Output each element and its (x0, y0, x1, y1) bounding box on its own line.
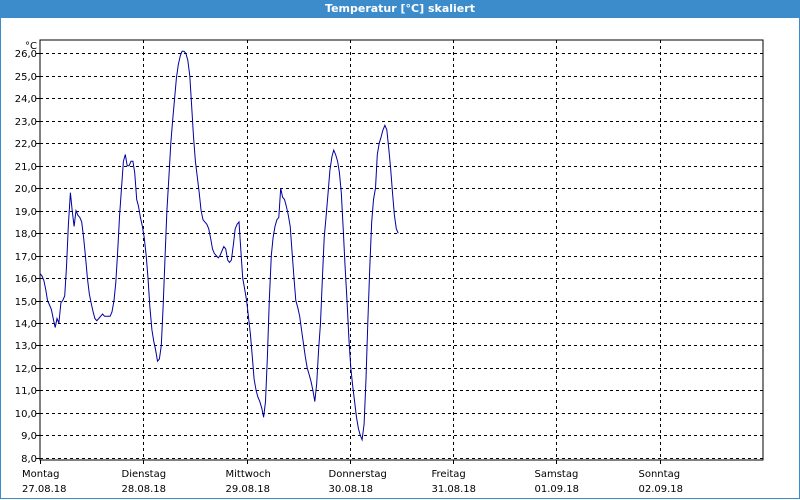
y-tick-label: 18,0 (15, 229, 37, 240)
x-tick-weekday: Donnerstag (329, 469, 387, 480)
y-tick-label: 20,0 (15, 184, 37, 195)
y-tick-label: 13,0 (15, 341, 37, 352)
x-tick-weekday: Freitag (432, 469, 466, 480)
y-tick-label: 21,0 (15, 162, 37, 173)
window-title: Temperatur [°C] skaliert (0, 0, 800, 18)
x-tick-date: 27.08.18 (22, 484, 67, 495)
y-tick-label: 22,0 (15, 139, 37, 150)
x-tick-date: 01.09.18 (535, 484, 580, 495)
temperature-line (39, 50, 399, 442)
x-tick-weekday: Mittwoch (226, 469, 271, 480)
x-tick-weekday: Montag (22, 469, 59, 480)
x-tick-weekday: Sonntag (639, 469, 681, 480)
y-tick-label: 17,0 (15, 252, 37, 263)
y-tick-label: 26,0 (15, 49, 37, 60)
y-tick-label: 8,0 (21, 454, 37, 465)
x-tick-date: 02.09.18 (639, 484, 684, 495)
x-tick-date: 30.08.18 (329, 484, 374, 495)
y-axis-ticks: 8,0 9,0 10,0 11,0 12,0 13,0 14,0 15,0 16,0 17,0 18… (15, 49, 40, 465)
y-tick-label: 12,0 (15, 364, 37, 375)
x-tick-date: 28.08.18 (122, 484, 167, 495)
x-tick-date: 31.08.18 (432, 484, 477, 495)
x-axis-ticks: Montag 27.08.18 Dienstag 28.08.18 Mittwoch 29… (22, 460, 683, 495)
grid-lines (40, 40, 763, 460)
y-tick-label: 16,0 (15, 274, 37, 285)
y-tick-label: 9,0 (21, 431, 37, 442)
y-tick-label: 10,0 (15, 409, 37, 420)
y-tick-label: 25,0 (15, 72, 37, 83)
y-tick-label: 23,0 (15, 117, 37, 128)
y-axis-unit: °C (25, 41, 37, 52)
y-tick-label: 19,0 (15, 207, 37, 218)
plot-area (39, 39, 764, 461)
y-tick-label: 11,0 (15, 386, 37, 397)
x-tick-date: 29.08.18 (226, 484, 271, 495)
x-tick-weekday: Dienstag (122, 469, 167, 480)
x-tick-weekday: Samstag (535, 469, 579, 480)
y-tick-label: 24,0 (15, 94, 37, 105)
y-tick-label: 15,0 (15, 297, 37, 308)
y-tick-label: 14,0 (15, 319, 37, 330)
